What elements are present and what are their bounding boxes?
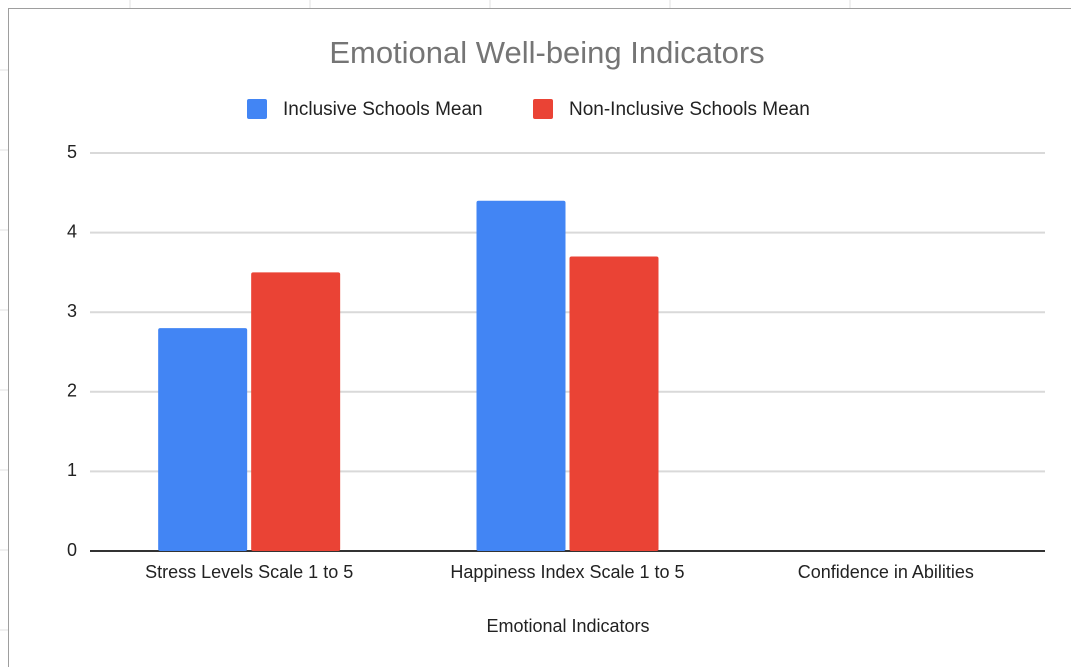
legend-swatch [247, 99, 267, 119]
bar [569, 256, 659, 551]
legend-label: Non-Inclusive Schools Mean [569, 99, 810, 120]
x-tick-label: Stress Levels Scale 1 to 5 [145, 562, 353, 582]
x-axis-title: Emotional Indicators [486, 616, 649, 636]
y-tick-label: 2 [67, 381, 77, 401]
bar [158, 328, 248, 551]
bar [251, 272, 341, 551]
y-tick-label: 4 [67, 221, 77, 241]
y-tick-label: 1 [67, 460, 77, 480]
x-tick-label: Confidence in Abilities [798, 562, 974, 582]
legend-label: Inclusive Schools Mean [283, 99, 483, 120]
bar [476, 200, 566, 551]
y-tick-label: 0 [67, 540, 77, 560]
chart-title: Emotional Well-being Indicators [329, 35, 764, 70]
y-tick-label: 5 [67, 142, 77, 162]
x-tick-label: Happiness Index Scale 1 to 5 [450, 562, 684, 582]
sheet-grid [0, 0, 851, 631]
legend-swatch [533, 99, 553, 119]
y-tick-label: 3 [67, 301, 77, 321]
